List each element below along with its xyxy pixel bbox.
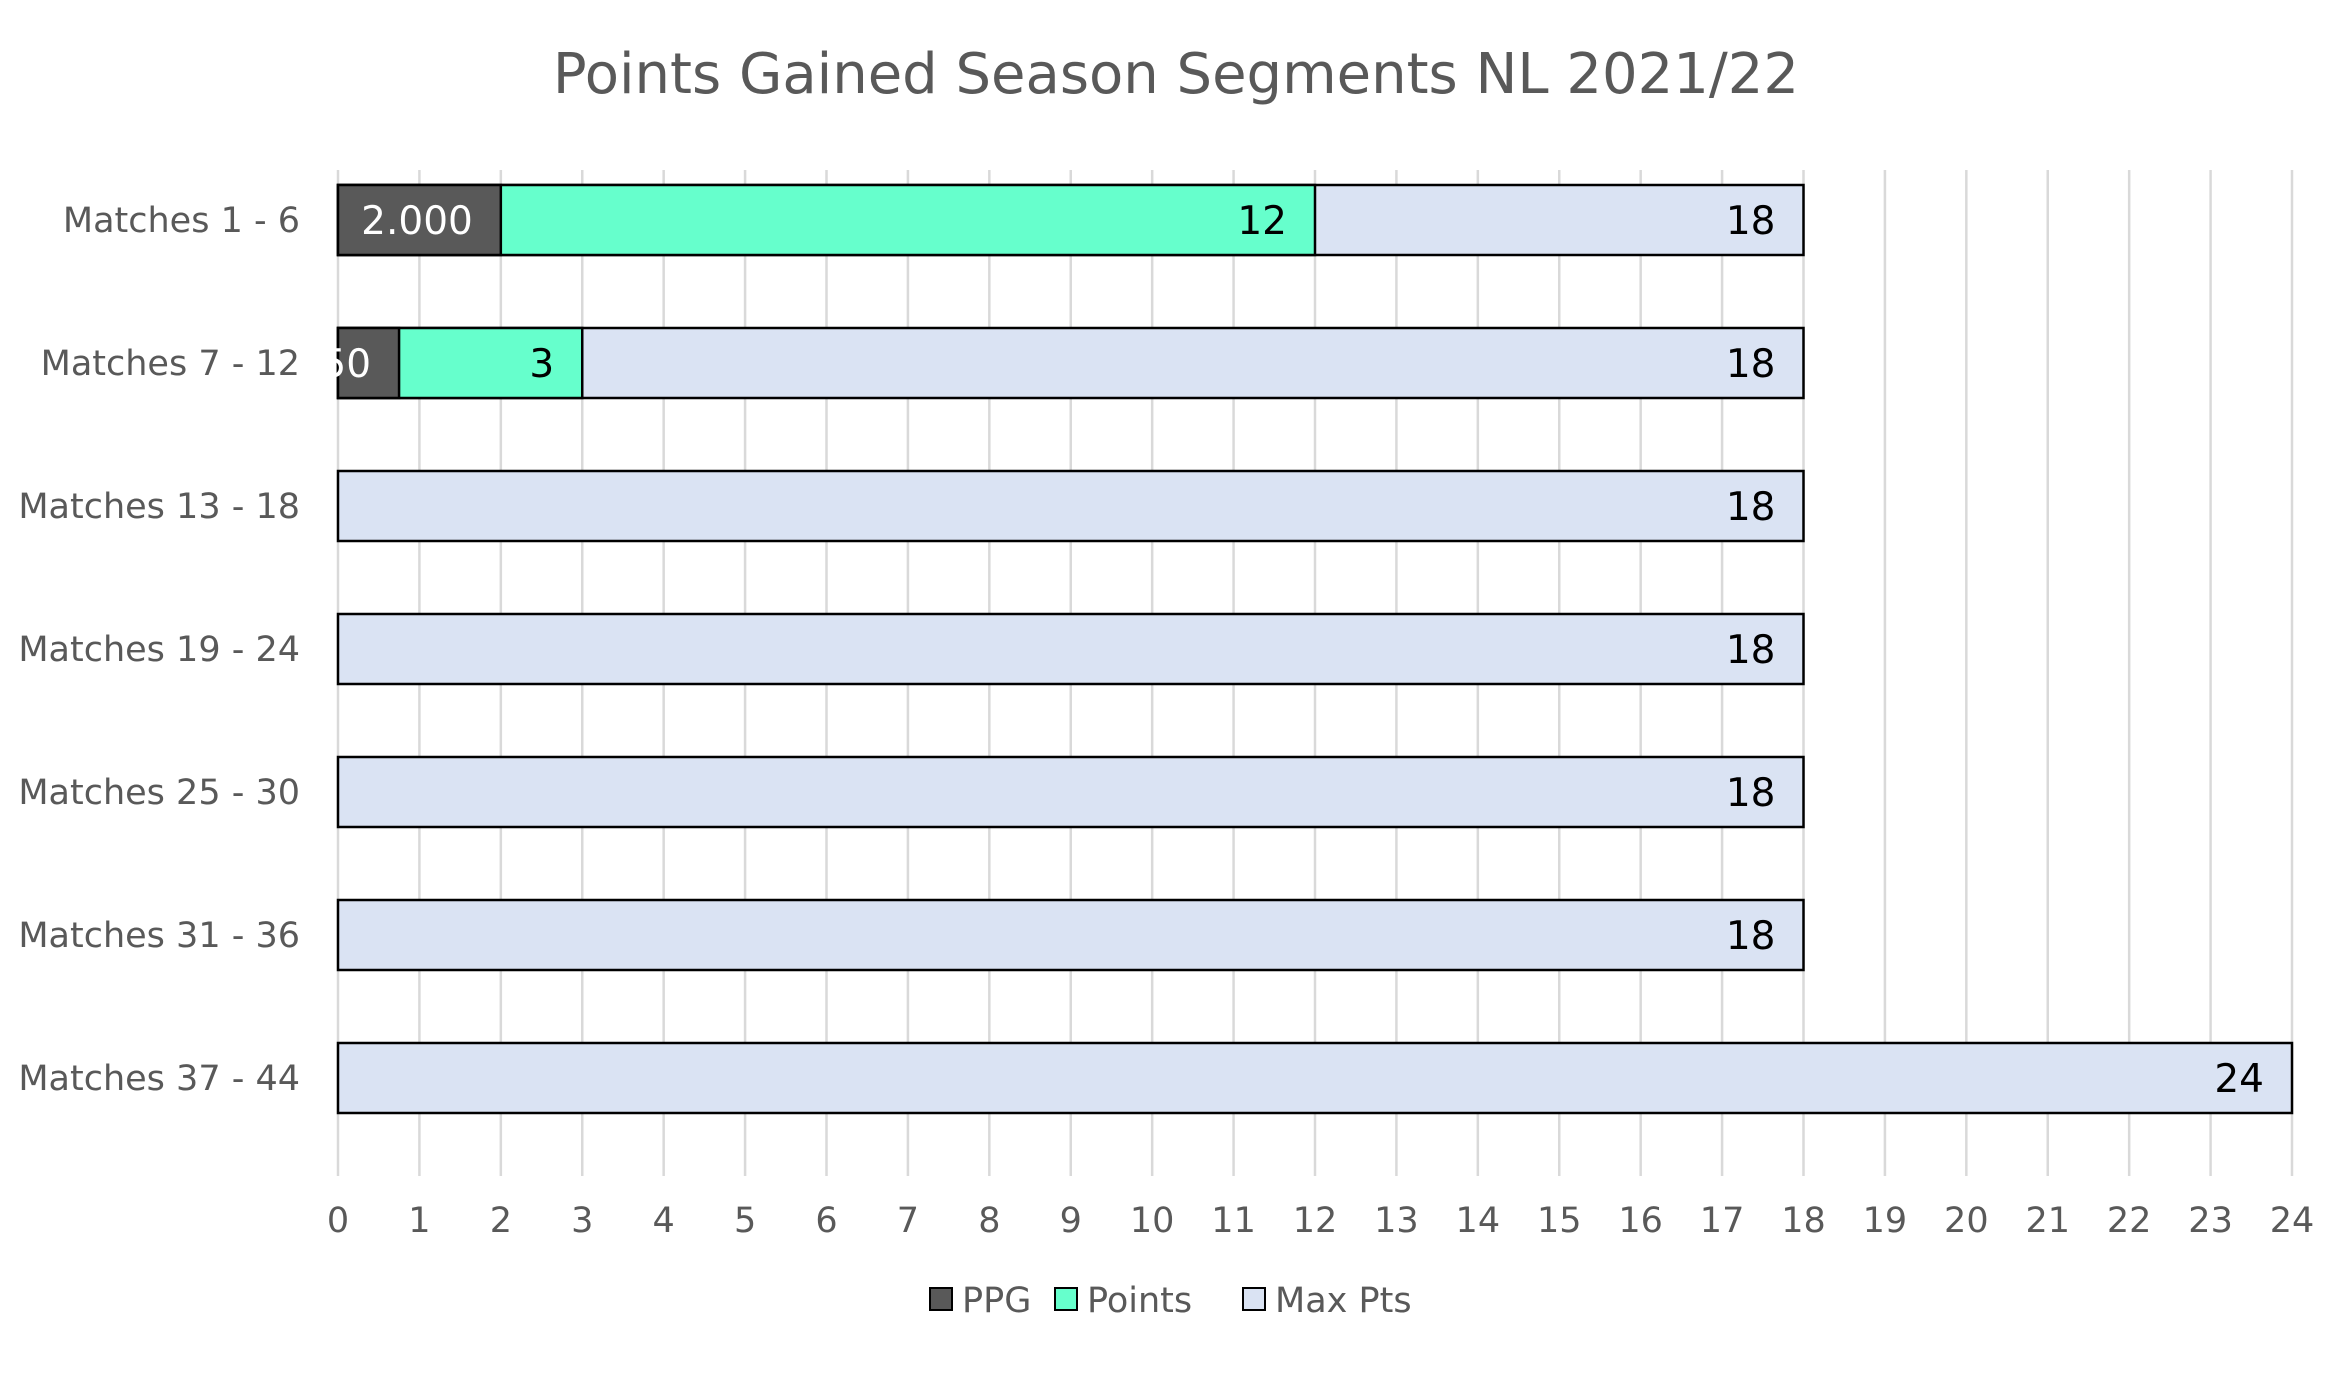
x-tick-labels: 0 1 2 3 4 5 6 7 8 9 10 11 12 13 14 15 16 17 18 19 20 21 22 23 24 (327, 1201, 2314, 1241)
x-tick-label: 0 (327, 1201, 349, 1241)
x-tick-label: 14 (1456, 1201, 1501, 1241)
data-label-max-pts: 18 (1726, 342, 1776, 387)
x-tick-label: 18 (1781, 1201, 1826, 1241)
x-tick-label: 13 (1374, 1201, 1419, 1241)
bar-max-pts (336, 1041, 2294, 1115)
category-label: Matches 31 - 36 (18, 916, 300, 956)
chart-title: Points Gained Season Segments NL 2021/22 (553, 42, 1799, 107)
legend-swatch-max-pts (1242, 1287, 1266, 1311)
category-labels: Matches 1 - 6 Matches 7 - 12 Matches 13 - … (18, 201, 300, 1099)
data-label-points: 12 (1237, 199, 1287, 244)
bar-max-pts (336, 612, 1805, 686)
x-tick-label: 1 (408, 1201, 430, 1241)
x-tick-label: 8 (978, 1201, 1000, 1241)
category-label: Matches 7 - 12 (41, 344, 300, 384)
x-tick-label: 24 (2270, 1201, 2315, 1241)
data-label-max-pts: 24 (2214, 1057, 2264, 1102)
data-label-max-pts: 18 (1726, 771, 1776, 816)
data-label-max-pts: 18 (1726, 628, 1776, 673)
x-tick-label: 4 (653, 1201, 675, 1241)
data-label-ppg: 0.750 (259, 342, 371, 387)
x-tick-label: 23 (2188, 1201, 2233, 1241)
x-tick-label: 10 (1130, 1201, 1175, 1241)
x-tick-label: 19 (1863, 1201, 1908, 1241)
bar-ppg (336, 183, 503, 257)
category-label: Matches 25 - 30 (18, 773, 300, 813)
x-tick-label: 22 (2107, 1201, 2152, 1241)
category-label: Matches 13 - 18 (18, 487, 300, 527)
bars: 2.000 12 18 0.750 3 18 18 18 18 18 24 (259, 183, 2294, 1115)
x-tick-label: 11 (1211, 1201, 1256, 1241)
x-tick-label: 16 (1618, 1201, 1663, 1241)
data-label-points: 3 (529, 342, 554, 387)
x-tick-label: 7 (897, 1201, 919, 1241)
x-tick-label: 15 (1537, 1201, 1582, 1241)
legend-swatch-ppg (929, 1287, 953, 1311)
legend-swatch-points (1054, 1287, 1078, 1311)
legend-label-ppg: PPG (962, 1281, 1031, 1321)
x-tick-label: 2 (490, 1201, 512, 1241)
bar-ppg (336, 326, 401, 400)
x-tick-label: 5 (734, 1201, 756, 1241)
bar-max-pts (336, 755, 1805, 829)
data-label-ppg: 2.000 (361, 199, 473, 244)
x-tick-label: 21 (2025, 1201, 2070, 1241)
x-tick-label: 17 (1700, 1201, 1745, 1241)
x-tick-label: 9 (1060, 1201, 1082, 1241)
x-tick-label: 12 (1293, 1201, 1338, 1241)
legend: PPG Points Max Pts (929, 1281, 1412, 1321)
legend-label-points: Points (1087, 1281, 1192, 1321)
bar-max-pts (336, 898, 1805, 972)
x-tick-label: 6 (815, 1201, 837, 1241)
x-tick-label: 20 (1944, 1201, 1989, 1241)
legend-label-max-pts: Max Pts (1275, 1281, 1412, 1321)
data-label-max-pts: 18 (1726, 199, 1776, 244)
x-tick-label: 3 (571, 1201, 593, 1241)
category-label: Matches 37 - 44 (18, 1059, 300, 1099)
data-label-max-pts: 18 (1726, 914, 1776, 959)
category-label: Matches 19 - 24 (18, 630, 300, 670)
bar-max-pts (336, 469, 1805, 543)
category-label: Matches 1 - 6 (63, 201, 300, 241)
data-label-max-pts: 18 (1726, 485, 1776, 530)
